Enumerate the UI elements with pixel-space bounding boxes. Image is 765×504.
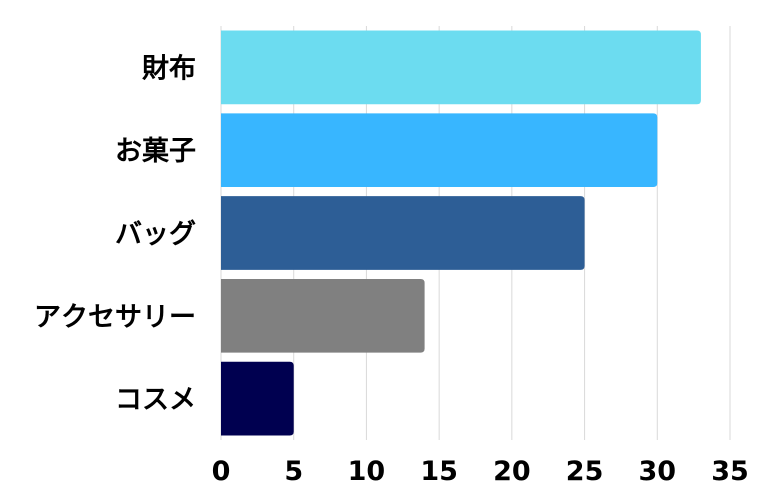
x-tick-label-5: 5 (284, 456, 303, 487)
x-tick-label-25: 25 (566, 456, 604, 487)
x-tick-label-30: 30 (638, 456, 676, 487)
category-label-3: バッグ (115, 218, 196, 250)
category-label-4: アクセサリー (34, 302, 196, 333)
x-tick-label-20: 20 (493, 456, 531, 487)
category-label-1: 財布 (142, 53, 196, 84)
bar-2 (221, 113, 658, 188)
bar-3 (221, 196, 585, 270)
bar-1 (221, 30, 701, 105)
x-tick-label-10: 10 (348, 456, 386, 487)
bar-5 (221, 361, 294, 436)
category-label-5: コスメ (115, 385, 196, 416)
x-tick-label-35: 35 (711, 456, 749, 487)
x-tick-label-0: 0 (212, 456, 231, 487)
x-tick-label-15: 15 (420, 456, 458, 487)
category-label-2: お菓子 (115, 136, 196, 167)
bar-4 (221, 278, 425, 353)
x-tick-labels: 0 5 10 15 20 25 30 35 (212, 456, 749, 487)
bars (221, 30, 701, 436)
